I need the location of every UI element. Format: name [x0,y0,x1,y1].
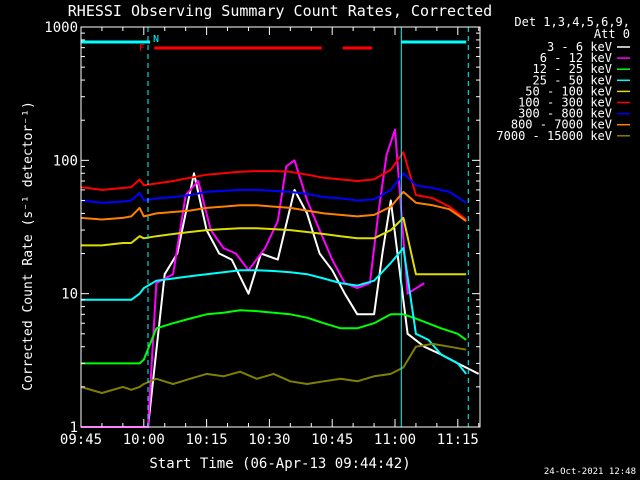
legend-label-4: 50 - 100 keV [525,84,612,98]
y-tick-label-0: 1 [70,420,78,436]
flag-label-flare: F [139,43,145,54]
legend-label-3: 25 - 50 keV [533,73,612,87]
legend-label-5: 100 - 300 keV [518,96,612,110]
flag-label-night: N [153,34,159,45]
x-tick-label-6: 11:15 [437,432,479,448]
x-axis-label: Start Time (06-Apr-13 09:44:42) [149,456,410,472]
legend-label-0: 3 - 6 keV [547,40,612,54]
legend-header-line-2: Att 0 [594,27,630,41]
x-tick-label-4: 10:45 [311,432,353,448]
y-tick-label-1: 10 [61,287,78,303]
x-axis: 09:45 10:00 10:15 10:30 10:45 11:00 11:15 [60,27,480,448]
y-tick-label-2: 100 [53,153,78,169]
legend-label-6: 300 - 800 keV [518,107,612,121]
y-tick-label-3: 1000 [44,20,78,36]
series-line-3 [81,247,467,375]
x-tick-label-5: 11:00 [374,432,416,448]
x-tick-label-0: 09:45 [60,432,102,448]
legend-header-line-1: Det 1,3,4,5,6,9, [514,15,630,29]
legend-label-1: 6 - 12 keV [540,51,612,65]
plot-frame [80,26,481,428]
y-axis: 1 10 100 1000 [44,20,480,436]
legend-label-8: 7000 - 15000 keV [496,129,612,143]
x-tick-label-1: 10:00 [123,432,165,448]
chart-title: RHESSI Observing Summary Count Rates, Co… [68,2,492,20]
series-line-2 [81,309,467,365]
legend-label-2: 12 - 25 keV [533,62,612,76]
y-axis-label: Corrected Count Rate (s⁻¹ detector⁻¹) [21,101,36,391]
x-tick-label-2: 10:15 [186,432,228,448]
x-tick-label-3: 10:30 [248,432,290,448]
footer-timestamp: 24-Oct-2021 12:48 [544,467,636,477]
legend-label-7: 800 - 7000 keV [511,118,612,132]
